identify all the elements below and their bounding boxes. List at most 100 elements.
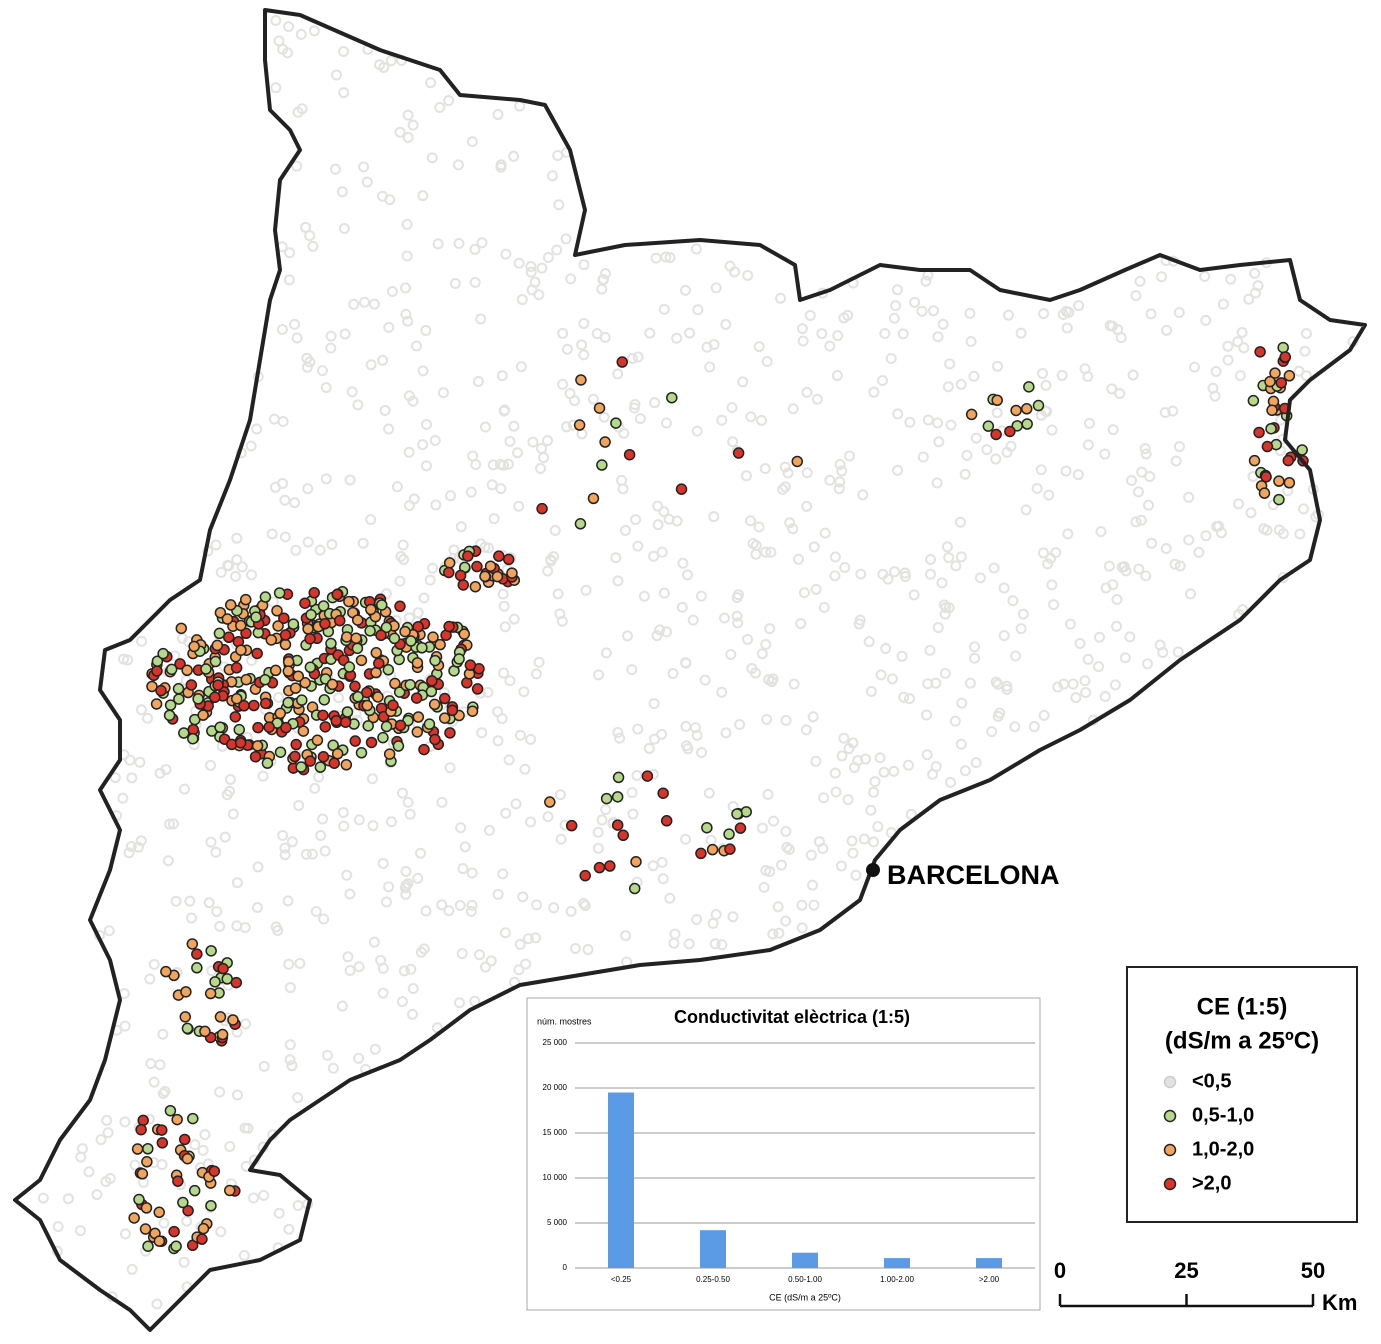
sample-dot	[933, 436, 945, 448]
sample-dot	[181, 1152, 194, 1165]
sample-dot	[874, 752, 886, 764]
sample-dot	[295, 28, 307, 40]
sample-dot	[398, 553, 410, 565]
sample-dot	[446, 704, 459, 717]
sample-dot	[600, 792, 613, 805]
sample-dot	[184, 895, 196, 907]
sample-dot	[805, 849, 817, 861]
sample-dot	[677, 557, 689, 569]
sample-dot	[153, 1235, 166, 1247]
sample-dot	[628, 882, 641, 895]
sample-dot	[650, 252, 662, 264]
sample-dot	[892, 464, 904, 476]
sample-dot	[383, 321, 395, 333]
sample-dot	[671, 332, 683, 344]
sample-dot	[968, 370, 980, 382]
sample-dot	[352, 399, 364, 411]
sample-dot	[443, 905, 455, 917]
sample-dot	[710, 909, 722, 921]
sample-dot	[286, 836, 298, 848]
sample-dot	[412, 872, 424, 884]
sample-dot	[230, 692, 243, 705]
sample-dot	[1046, 579, 1058, 591]
scale-unit: Km	[1322, 1290, 1357, 1315]
sample-dot	[282, 696, 294, 709]
sample-dot	[716, 686, 728, 698]
sample-dot	[1238, 342, 1250, 354]
sample-dot	[428, 698, 441, 711]
sample-dot	[287, 618, 300, 630]
sample-dot	[229, 711, 242, 723]
sample-dot	[916, 305, 928, 317]
sample-dot	[132, 841, 144, 853]
sample-dot	[991, 407, 1003, 419]
sample-dot	[1099, 448, 1111, 460]
sample-dot	[475, 313, 487, 325]
sample-dot	[638, 590, 650, 602]
sample-dot	[836, 860, 848, 872]
sample-dot	[157, 647, 169, 660]
sample-dot	[888, 312, 900, 324]
sample-dot	[682, 743, 694, 755]
sample-dot	[1070, 692, 1082, 704]
sample-dot	[734, 719, 746, 731]
sample-dot	[434, 101, 446, 113]
sample-dot	[365, 359, 377, 371]
sample-dot	[230, 662, 243, 674]
sample-dot	[214, 920, 226, 932]
sample-dot	[761, 713, 773, 725]
sample-dot	[804, 310, 816, 322]
sample-dot	[217, 962, 229, 975]
sample-dot	[486, 479, 498, 491]
sample-dot	[367, 820, 379, 832]
sample-dot	[875, 669, 887, 681]
sample-dot	[904, 693, 916, 705]
sample-dot	[294, 957, 306, 969]
sample-dot	[261, 757, 274, 769]
sample-dot	[397, 539, 409, 551]
sample-dot	[847, 847, 859, 859]
sample-dot	[279, 629, 292, 641]
sample-dot	[140, 1202, 153, 1214]
sample-dot	[330, 163, 342, 175]
sample-dot	[578, 317, 590, 329]
sample-dot	[657, 873, 669, 885]
sample-dot	[626, 664, 638, 676]
sample-dot	[136, 1168, 149, 1180]
sample-dot	[331, 69, 343, 81]
sample-dot	[491, 570, 504, 583]
sample-dot	[284, 1054, 296, 1066]
sample-dot	[777, 483, 789, 495]
sample-dot	[1266, 404, 1278, 417]
sample-dot	[1028, 721, 1040, 733]
sample-dot	[404, 808, 416, 820]
sample-dot	[314, 544, 326, 556]
sample-dot	[1277, 341, 1289, 354]
sample-dot	[573, 419, 586, 431]
sample-dot	[1042, 558, 1054, 570]
sample-dot	[945, 419, 957, 431]
sample-dot	[707, 917, 719, 929]
sample-dot	[370, 647, 383, 659]
sample-dot	[403, 612, 415, 624]
sample-dot	[765, 546, 777, 558]
sample-dot	[666, 391, 678, 404]
sample-dot	[724, 843, 736, 855]
sample-dot	[1188, 361, 1200, 373]
sample-dot	[165, 663, 178, 676]
sample-dot	[131, 1143, 144, 1155]
sample-dot	[196, 1233, 208, 1245]
sample-dot	[536, 442, 548, 454]
sample-dot	[542, 811, 554, 823]
sample-dot	[498, 405, 510, 417]
sample-dot	[437, 387, 449, 399]
sample-dot	[950, 560, 962, 572]
sample-dot	[732, 447, 745, 459]
sample-dot	[788, 678, 800, 690]
sample-dot	[317, 709, 329, 722]
sample-dot	[756, 648, 768, 660]
sample-dot	[1043, 489, 1055, 501]
sample-dot	[263, 721, 275, 733]
sample-dot	[656, 856, 668, 868]
sample-dot	[834, 458, 846, 470]
